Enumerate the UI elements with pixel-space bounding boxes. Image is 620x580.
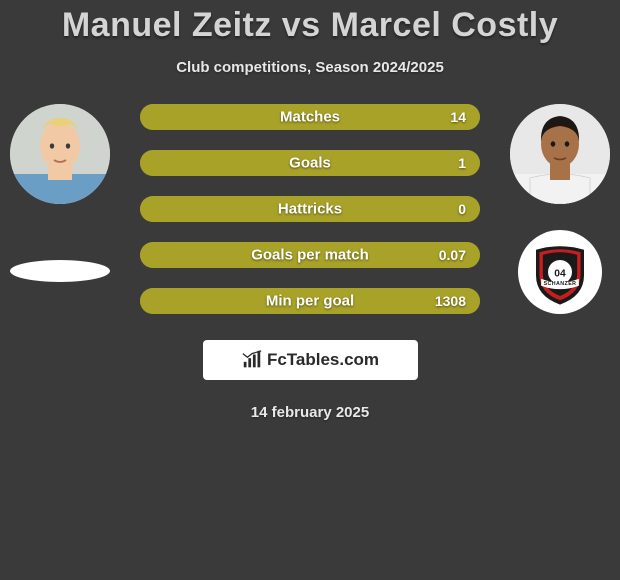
player2-avatar-svg	[510, 104, 610, 204]
barchart-icon	[241, 349, 263, 371]
player1-side	[10, 104, 110, 282]
player1-avatar	[10, 104, 110, 204]
club-banner: SCHANZER	[544, 281, 577, 287]
player2-side: 04 SCHANZER	[510, 104, 610, 314]
stat-value: 0.07	[439, 247, 466, 263]
stat-bar: Matches 14	[140, 104, 480, 130]
stat-label: Min per goal	[266, 293, 354, 310]
stat-label: Goals	[289, 155, 331, 172]
logo-text: FcTables.com	[267, 350, 379, 370]
fctables-logo: FcTables.com	[203, 340, 418, 380]
stats-column: Matches 14 Goals 1 Hattricks 0 Goals per match…	[140, 104, 480, 314]
stat-value: 14	[450, 109, 466, 125]
club-year: 04	[554, 268, 566, 279]
page-title: Manuel Zeitz vs Marcel Costly	[62, 6, 558, 45]
player1-avatar-svg	[10, 104, 110, 204]
stat-label: Hattricks	[278, 201, 342, 218]
player1-club-badge	[10, 260, 110, 282]
date-label: 14 february 2025	[251, 404, 369, 421]
comparison-main: Matches 14 Goals 1 Hattricks 0 Goals per match…	[0, 104, 620, 314]
stat-bar: Goals 1	[140, 150, 480, 176]
stat-bar: Hattricks 0	[140, 196, 480, 222]
stat-bar: Min per goal 1308	[140, 288, 480, 314]
stat-value: 1308	[435, 293, 466, 309]
player2-club-badge: 04 SCHANZER	[518, 230, 602, 314]
stat-bar: Goals per match 0.07	[140, 242, 480, 268]
player2-avatar	[510, 104, 610, 204]
club-badge-svg: 04 SCHANZER	[524, 236, 596, 308]
stat-value: 1	[458, 155, 466, 171]
stat-label: Goals per match	[251, 247, 369, 264]
subtitle: Club competitions, Season 2024/2025	[176, 59, 444, 76]
stat-label: Matches	[280, 109, 340, 126]
stat-value: 0	[458, 201, 466, 217]
